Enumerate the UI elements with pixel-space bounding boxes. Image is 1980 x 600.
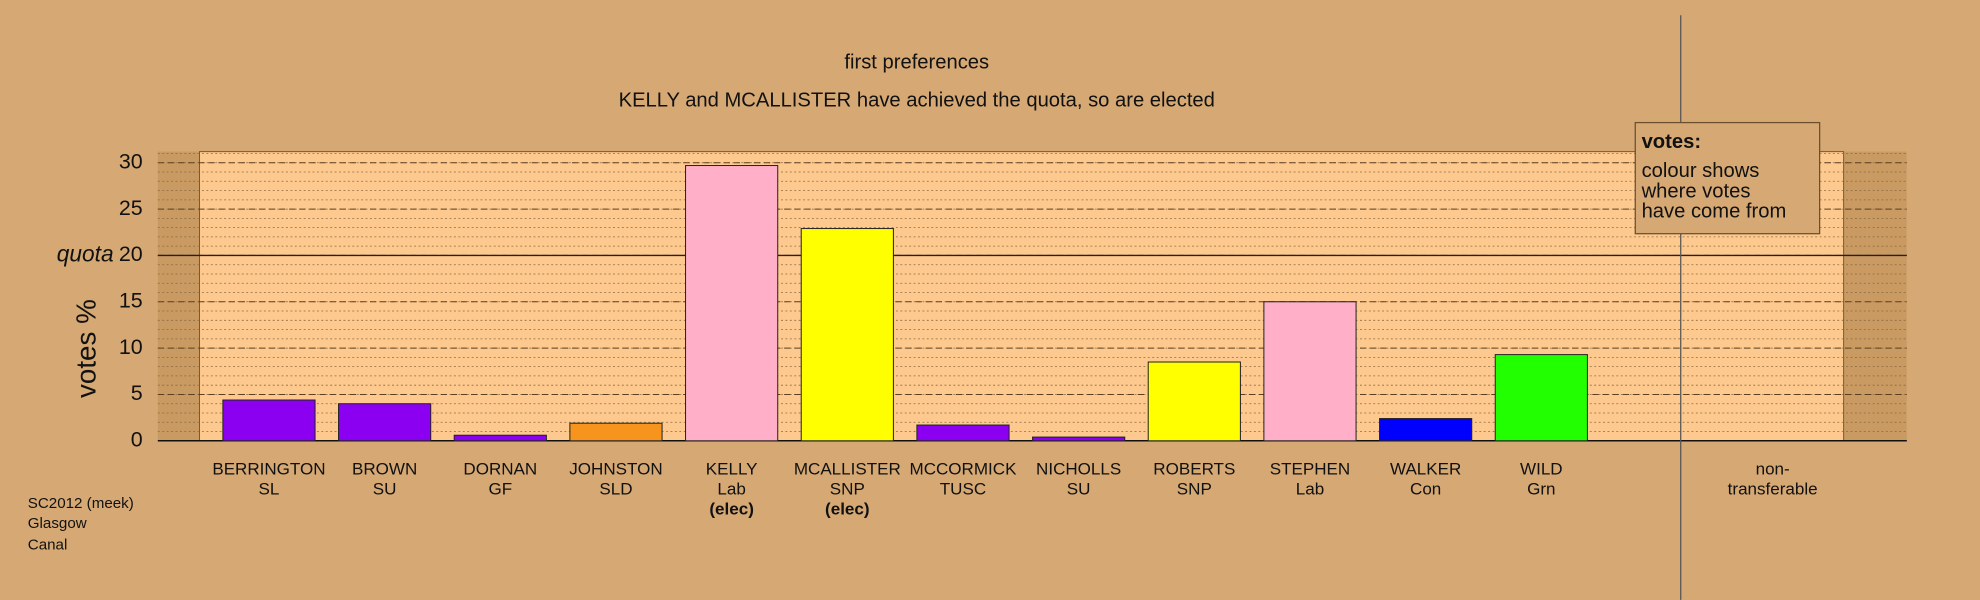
x-tick-label: DORNAN (463, 459, 537, 478)
legend-title: votes: (1642, 131, 1701, 153)
party-label: SU (373, 480, 397, 499)
bar (1032, 436, 1126, 442)
y-tick-label: 5 (131, 381, 143, 405)
x-tick-label: MCALLISTER (794, 459, 901, 478)
party-label: SNP (830, 480, 865, 499)
x-tick-label: non- (1756, 459, 1790, 478)
party-label: SLD (599, 480, 632, 499)
party-label: Con (1410, 480, 1441, 499)
x-tick-label: WALKER (1390, 459, 1461, 478)
bar (453, 434, 547, 442)
bar (222, 399, 316, 442)
footnote: Glasgow (28, 515, 87, 532)
legend-box (1634, 121, 1821, 235)
y-axis-label: votes % (71, 299, 102, 398)
footnote: Canal (28, 537, 68, 554)
bar (916, 424, 1010, 442)
x-tick-label: JOHNSTON (569, 459, 662, 478)
elected-label: (elec) (825, 500, 870, 519)
party-label: GF (488, 480, 512, 499)
y-tick-label: 10 (119, 335, 143, 359)
bars (222, 165, 1588, 442)
elected-label: (elec) (709, 500, 754, 519)
party-label: TUSC (940, 480, 986, 499)
x-tick-label: ROBERTS (1153, 459, 1235, 478)
x-tick-label: WILD (1520, 459, 1563, 478)
party-label: SU (1067, 480, 1091, 499)
legend-text: have come from (1642, 201, 1787, 223)
bar (1379, 418, 1473, 442)
x-tick-label: STEPHEN (1270, 459, 1350, 478)
x-tick-label: BROWN (352, 459, 417, 478)
chart-title: first preferences (844, 52, 989, 74)
legend-text: where votes (1641, 180, 1751, 202)
x-tick-label: NICHOLLS (1036, 459, 1121, 478)
party-label: Lab (717, 480, 745, 499)
party-label: transferable (1728, 480, 1818, 499)
plot-area (199, 151, 1845, 442)
bar (1494, 354, 1588, 442)
y-tick-label: 25 (119, 196, 143, 220)
party-label: Lab (1296, 480, 1324, 499)
y-tick-label: 15 (119, 288, 143, 312)
x-tick-label: MCCORMICK (910, 459, 1018, 478)
x-tick-label: KELLY (706, 459, 758, 478)
y-tick-label: 0 (131, 427, 143, 451)
party-label: Grn (1527, 480, 1555, 499)
x-tick-label: BERRINGTON (212, 459, 325, 478)
bar (1147, 361, 1241, 442)
y-tick-label: 20 (119, 242, 143, 266)
quota-label: quota (57, 240, 114, 266)
chart-subtitle: KELLY and MCALLISTER have achieved the q… (619, 89, 1215, 111)
y-tick-label: 30 (119, 149, 143, 173)
party-label: SL (259, 480, 280, 499)
party-label: SNP (1177, 480, 1212, 499)
legend-text: colour shows (1642, 160, 1760, 182)
bar (569, 422, 663, 442)
labels: 0 5 10 15 20 25 30 quota BERRINGTON SL BROWN SU DORN… (57, 149, 1818, 518)
bar (1263, 301, 1357, 442)
footnote: SC2012 (meek) (28, 495, 134, 512)
bar (800, 228, 894, 442)
bar (685, 165, 779, 442)
bar (338, 403, 432, 442)
